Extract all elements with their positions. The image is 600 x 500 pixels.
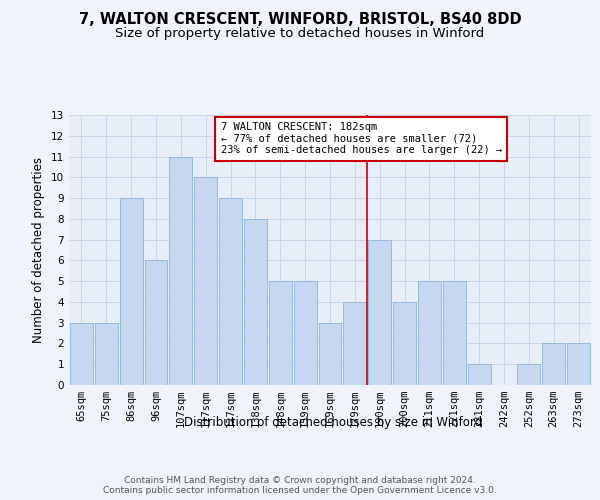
Text: Distribution of detached houses by size in Winford: Distribution of detached houses by size … (184, 416, 482, 429)
Bar (269, 281, 292, 385)
Bar (567, 344, 590, 385)
Bar (443, 281, 466, 385)
Bar (145, 260, 167, 385)
Bar (517, 364, 540, 385)
Bar (120, 198, 143, 385)
Text: 7, WALTON CRESCENT, WINFORD, BRISTOL, BS40 8DD: 7, WALTON CRESCENT, WINFORD, BRISTOL, BS… (79, 12, 521, 28)
Bar (418, 281, 441, 385)
Bar (294, 281, 317, 385)
Bar (319, 322, 341, 385)
Bar (219, 198, 242, 385)
Text: 7 WALTON CRESCENT: 182sqm
← 77% of detached houses are smaller (72)
23% of semi-: 7 WALTON CRESCENT: 182sqm ← 77% of detac… (221, 122, 502, 156)
Y-axis label: Number of detached properties: Number of detached properties (32, 157, 46, 343)
Bar (368, 240, 391, 385)
Bar (194, 178, 217, 385)
Text: Size of property relative to detached houses in Winford: Size of property relative to detached ho… (115, 28, 485, 40)
Bar (244, 219, 267, 385)
Bar (343, 302, 366, 385)
Text: Contains HM Land Registry data © Crown copyright and database right 2024.
Contai: Contains HM Land Registry data © Crown c… (103, 476, 497, 495)
Bar (70, 322, 93, 385)
Bar (169, 156, 192, 385)
Bar (393, 302, 416, 385)
Bar (542, 344, 565, 385)
Bar (95, 322, 118, 385)
Bar (468, 364, 491, 385)
